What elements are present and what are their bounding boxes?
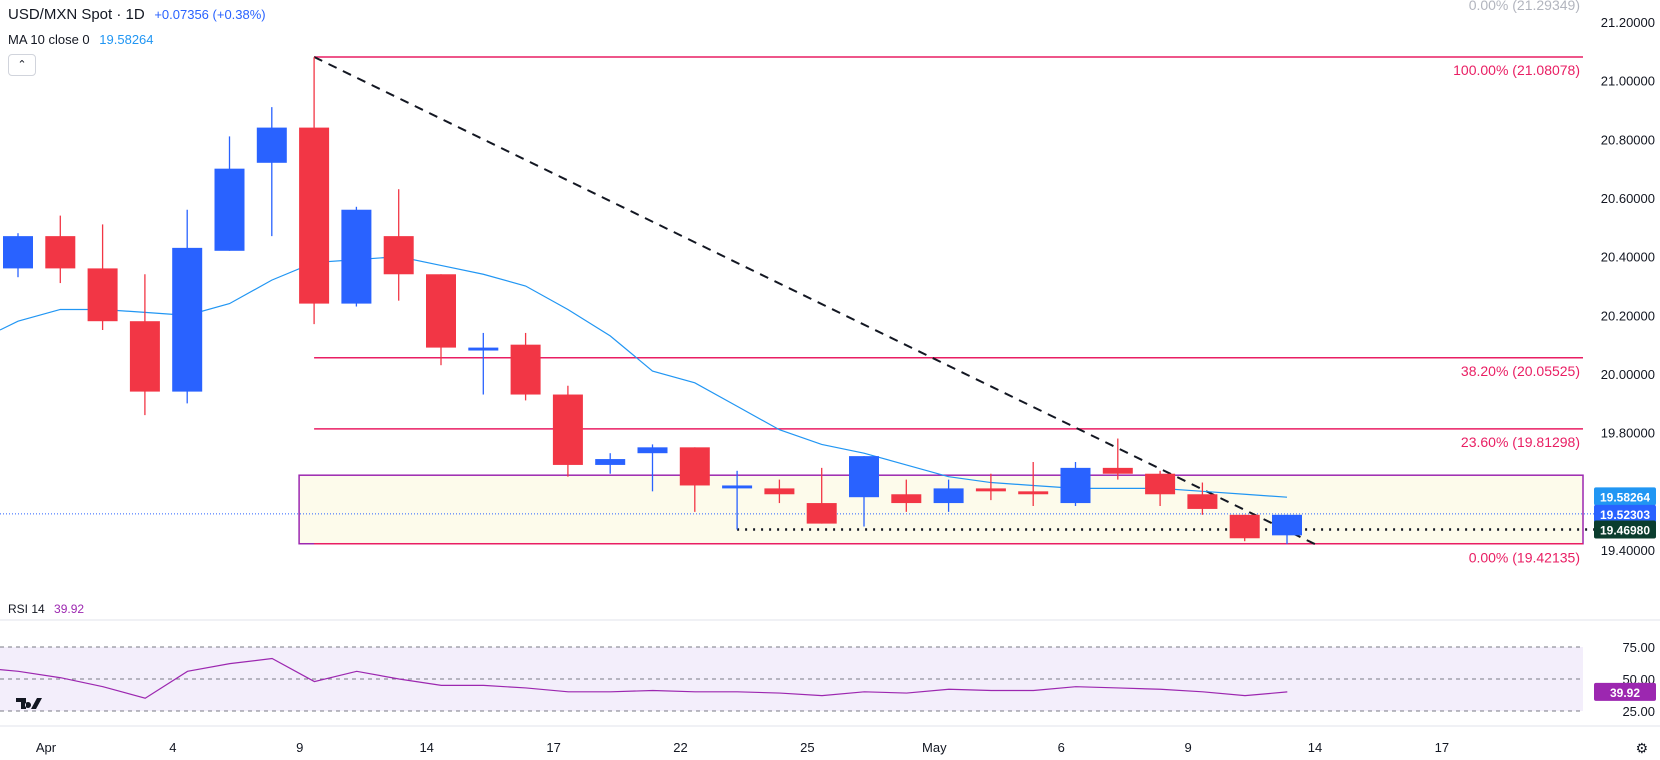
candle-body <box>806 503 837 524</box>
chevron-up-icon: ⌃ <box>17 59 27 71</box>
rsi-line <box>0 657 1288 699</box>
time-axis-label: 25 <box>800 740 814 755</box>
rsi-value: 39.92 <box>54 602 85 616</box>
time-axis-label: Apr <box>36 740 57 755</box>
fib-level-label: 38.20% (20.05525) <box>1461 363 1580 379</box>
time-axis-label: 14 <box>1308 740 1322 755</box>
fib-level-label: 100.00% (21.08078) <box>1453 62 1580 78</box>
price-tag-label: 19.58264 <box>1600 490 1650 504</box>
rsi-band <box>0 647 1583 711</box>
price-axis-label: 20.80000 <box>1601 132 1655 147</box>
candle-body <box>1102 467 1133 474</box>
candle-body <box>933 488 964 504</box>
rsi-axis-label: 75.00 <box>1622 640 1655 655</box>
candle-body <box>1018 491 1049 495</box>
candle-body <box>383 236 414 275</box>
candle-body <box>891 494 922 504</box>
candle-body <box>299 127 330 304</box>
time-axis-label: 17 <box>1435 740 1449 755</box>
candle-body <box>1229 514 1260 539</box>
time-axis-label: 22 <box>673 740 687 755</box>
symbol-title[interactable]: USD/MXN Spot · 1D <box>8 6 145 23</box>
ma-value: 19.58264 <box>99 32 154 47</box>
candle-body <box>468 347 499 351</box>
ma-label: MA 10 close 0 <box>8 32 90 47</box>
price-tag <box>1594 520 1656 539</box>
price-axis-label: 19.40000 <box>1601 543 1655 558</box>
candle-body <box>552 394 583 465</box>
candle-body <box>172 247 203 392</box>
fib-level-label: 23.60% (19.81298) <box>1461 434 1580 450</box>
price-tag <box>1594 487 1656 506</box>
candle-body <box>722 485 753 489</box>
settings-gear-icon[interactable]: ⚙ <box>1635 740 1648 756</box>
candle-body <box>3 236 33 269</box>
price-axis-label: 21.00000 <box>1601 74 1655 89</box>
candle-body <box>1060 467 1091 504</box>
candle-body <box>1145 473 1176 495</box>
price-tag-label: 19.46980 <box>1600 524 1650 538</box>
time-axis-label: 14 <box>419 740 433 755</box>
candle-body <box>764 488 795 495</box>
candle-body <box>1272 514 1302 536</box>
price-tag <box>1594 504 1656 523</box>
price-axis-label: 21.20000 <box>1601 15 1655 30</box>
rsi-price-tag <box>1594 682 1656 701</box>
time-axis-label: 4 <box>169 740 176 755</box>
price-axis-label: 20.60000 <box>1601 191 1655 206</box>
ma-legend[interactable]: MA 10 close 0 19.58264 <box>8 32 154 47</box>
price-axis-label: 20.40000 <box>1601 250 1655 265</box>
candle-body <box>129 321 160 392</box>
chart-legend: USD/MXN Spot · 1D +0.07356 (+0.38%) <box>8 6 266 23</box>
candle-body <box>256 127 287 163</box>
rsi-axis-label: 25.00 <box>1622 704 1655 719</box>
candle-body <box>595 459 626 465</box>
candle-body <box>341 209 372 304</box>
fib-level-label: 0.00% (19.42135) <box>1469 550 1580 566</box>
price-axis-label: 20.00000 <box>1601 367 1655 382</box>
price-tag-label: 19.52303 <box>1600 508 1650 522</box>
price-change: +0.07356 (+0.38%) <box>154 7 266 22</box>
candle-body <box>510 344 541 395</box>
time-axis-label: 9 <box>1184 740 1191 755</box>
candle-body <box>975 488 1006 492</box>
price-axis-label: 20.20000 <box>1601 308 1655 323</box>
time-axis-label: 6 <box>1058 740 1065 755</box>
rsi-label: RSI 14 <box>8 602 45 616</box>
consolidation-zone <box>298 474 1584 545</box>
fib-level-label: 0.00% (21.29349) <box>1469 0 1580 13</box>
tradingview-logo-icon[interactable] <box>14 694 44 717</box>
time-axis-label: May <box>922 740 947 755</box>
candle-body <box>849 456 879 498</box>
candle-body <box>45 236 76 269</box>
price-axis-label: 19.80000 <box>1601 426 1655 441</box>
rsi-legend[interactable]: RSI 14 39.92 <box>8 602 84 616</box>
candle-body <box>426 274 456 348</box>
rsi-price-tag-label: 39.92 <box>1610 686 1640 700</box>
candle-body <box>1187 494 1218 509</box>
time-axis-label: 17 <box>546 740 560 755</box>
collapse-legend-button[interactable]: ⌃ <box>8 54 36 76</box>
candle-body <box>214 168 245 251</box>
candle-body <box>637 447 668 454</box>
time-axis-label: 9 <box>296 740 303 755</box>
candle-body <box>679 447 710 486</box>
candle-body <box>87 268 118 322</box>
downtrend-line <box>313 56 1322 548</box>
